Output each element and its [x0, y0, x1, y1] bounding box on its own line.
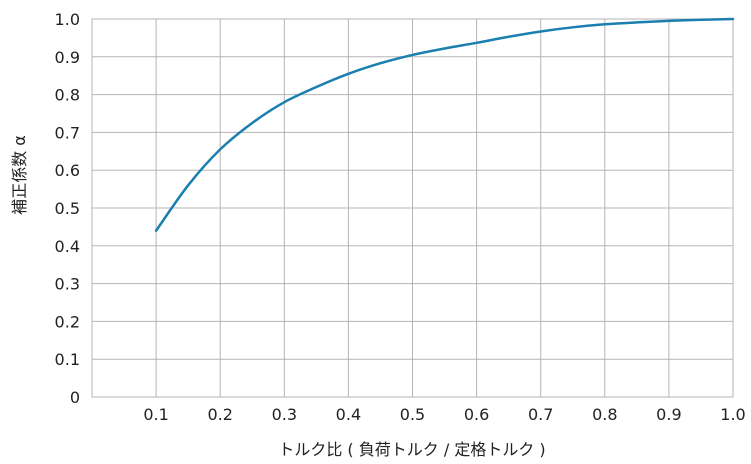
x-tick-label: 1.0 — [720, 405, 745, 424]
y-tick-label: 1.0 — [55, 10, 80, 29]
y-tick-label: 0.5 — [55, 199, 80, 218]
y-tick-label: 0.8 — [55, 86, 80, 105]
y-tick-label: 0.3 — [55, 275, 80, 294]
x-tick-label: 0.3 — [272, 405, 297, 424]
y-tick-label: 0 — [70, 388, 80, 407]
y-axis-ticks: 0 0.1 0.2 0.3 0.4 0.5 0.6 0.7 0.8 0.9 1.0 — [55, 10, 80, 407]
x-tick-label: 0.4 — [336, 405, 361, 424]
y-tick-label: 0.9 — [55, 48, 80, 67]
x-axis-label: トルク比 ( 負荷トルク / 定格トルク ) — [278, 440, 545, 459]
y-tick-label: 0.7 — [55, 123, 80, 142]
x-tick-label: 0.2 — [207, 405, 232, 424]
y-tick-label: 0.2 — [55, 312, 80, 331]
y-tick-label: 0.4 — [55, 237, 80, 256]
y-tick-label: 0.6 — [55, 161, 80, 180]
y-axis-label: 補正係数 α — [10, 135, 29, 215]
series-curve — [154, 17, 735, 232]
y-tick-label: 0.1 — [55, 350, 80, 369]
x-tick-label: 0.5 — [400, 405, 425, 424]
x-axis-ticks: 0.1 0.2 0.3 0.4 0.5 0.6 0.7 0.8 0.9 1.0 — [143, 405, 745, 424]
grid — [92, 18, 734, 398]
x-tick-label: 0.8 — [592, 405, 617, 424]
x-tick-label: 0.6 — [464, 405, 489, 424]
x-tick-label: 0.7 — [528, 405, 553, 424]
x-tick-label: 0.1 — [143, 405, 168, 424]
x-tick-label: 0.9 — [656, 405, 681, 424]
plot-frame — [91, 18, 734, 398]
